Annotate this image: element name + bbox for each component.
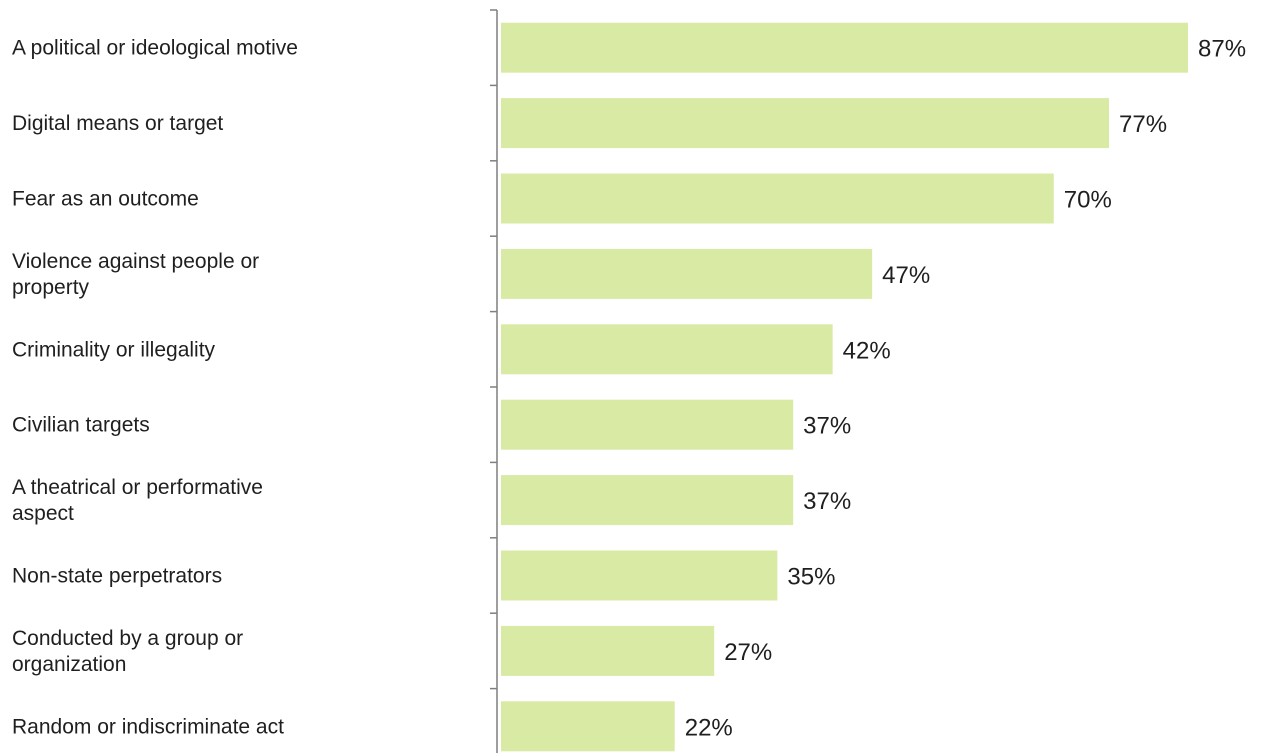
category-label-line: Criminality or illegality	[12, 338, 216, 361]
value-labels-group: 87% 77% 70% 47% 42% 37% 37% 35% 27% 22%	[685, 36, 1246, 742]
category-label-line: Fear as an outcome	[12, 188, 199, 211]
category-label: Digital means or target	[12, 112, 223, 135]
bar	[501, 550, 778, 601]
bar	[501, 248, 873, 299]
category-label: Random or indiscriminate act	[12, 715, 284, 738]
category-label-line: Non-state perpetrators	[12, 565, 222, 588]
category-label-line: Digital means or target	[12, 112, 223, 135]
data-label: 27%	[724, 639, 772, 666]
category-label-line: property	[12, 276, 90, 299]
category-label-line: Random or indiscriminate act	[12, 715, 284, 738]
data-label: 77%	[1119, 111, 1167, 138]
category-label: Fear as an outcome	[12, 188, 199, 211]
data-label: 37%	[803, 488, 851, 515]
bars-group	[501, 22, 1188, 752]
data-label: 87%	[1198, 36, 1246, 63]
category-label-line: Violence against people or	[12, 250, 259, 273]
category-label-line: aspect	[12, 502, 74, 525]
category-label: Criminality or illegality	[12, 338, 216, 361]
data-label: 22%	[685, 714, 733, 741]
bar	[501, 324, 833, 375]
category-label-line: Conducted by a group or	[12, 627, 243, 650]
category-labels-group: A political or ideological motive Digital…	[12, 37, 298, 739]
category-label-line: organization	[12, 653, 126, 676]
data-label: 42%	[843, 337, 891, 364]
bar	[501, 399, 794, 450]
data-label: 37%	[803, 413, 851, 440]
bar	[501, 625, 715, 676]
category-label-line: Civilian targets	[12, 414, 150, 437]
bar	[501, 475, 794, 526]
bar	[501, 22, 1188, 73]
category-label: Non-state perpetrators	[12, 565, 222, 588]
category-label: A theatrical or performative aspect	[12, 476, 263, 525]
bar	[501, 173, 1054, 224]
category-label: Violence against people or property	[12, 250, 259, 299]
bar	[501, 98, 1110, 149]
data-label: 35%	[787, 564, 835, 591]
category-label-line: A theatrical or performative	[12, 476, 263, 499]
category-label: Conducted by a group or organization	[12, 627, 243, 676]
data-label: 70%	[1064, 187, 1112, 214]
data-label: 47%	[882, 262, 930, 289]
bar	[501, 701, 675, 752]
category-label: Civilian targets	[12, 414, 150, 437]
category-label: A political or ideological motive	[12, 37, 298, 60]
category-axis-ticks	[490, 9, 497, 690]
category-label-line: A political or ideological motive	[12, 37, 298, 60]
